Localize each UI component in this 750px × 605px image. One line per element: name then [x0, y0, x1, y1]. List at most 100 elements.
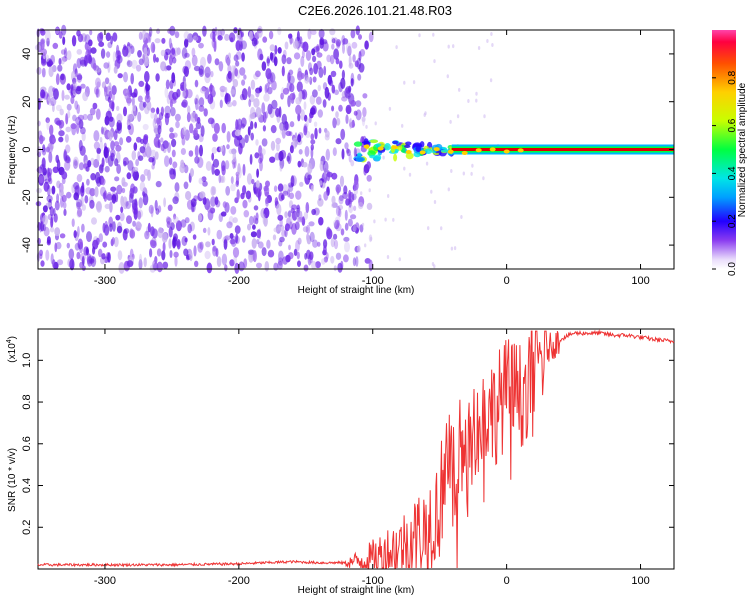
noise-cell	[172, 91, 179, 100]
noise-cell	[110, 35, 113, 45]
noise-cell	[76, 201, 81, 210]
noise-cell	[143, 47, 148, 57]
noise-cell	[125, 88, 130, 101]
noise-cell	[408, 172, 412, 177]
noise-cell	[282, 184, 289, 195]
noise-cell	[331, 38, 336, 44]
noise-cell	[300, 56, 305, 67]
noise-cell	[54, 242, 58, 253]
noise-cell	[387, 194, 390, 198]
noise-cell	[68, 248, 75, 260]
noise-cell	[310, 29, 317, 35]
noise-cell	[304, 74, 310, 84]
noise-cell	[92, 62, 97, 71]
noise-cell	[181, 99, 188, 108]
noise-cell	[418, 33, 421, 38]
noise-cell	[345, 198, 350, 206]
noise-cell	[64, 47, 68, 59]
noise-cell	[56, 259, 64, 266]
noise-cell	[170, 107, 176, 117]
noise-cell	[131, 199, 138, 211]
noise-cell	[236, 30, 241, 41]
noise-cell	[138, 259, 143, 270]
noise-cell	[267, 103, 273, 115]
noise-cell	[91, 217, 97, 225]
spectrogram-x-ticks: -300 -200 -100 0 100	[94, 30, 650, 287]
noise-cell	[247, 223, 251, 231]
snr-frame	[37, 328, 675, 570]
noise-cell	[198, 42, 204, 49]
noise-cell	[447, 187, 450, 192]
noise-cell	[319, 180, 323, 186]
snr-x-ticks: -300 -200 -100 0 100	[94, 329, 650, 587]
noise-cell	[179, 163, 186, 174]
noise-cell	[193, 245, 197, 257]
noise-cell	[315, 96, 322, 105]
noise-cell	[226, 58, 231, 67]
noise-cell	[93, 141, 100, 150]
noise-cell	[55, 73, 60, 86]
noise-cell	[151, 163, 155, 170]
noise-cell	[46, 195, 53, 203]
carrier-blotch	[357, 152, 362, 157]
noise-cell	[210, 196, 216, 207]
noise-cell	[243, 210, 250, 218]
noise-cell	[283, 120, 289, 132]
noise-cell	[252, 224, 256, 230]
noise-cell	[76, 123, 80, 135]
noise-cell	[314, 127, 318, 140]
noise-cell	[204, 250, 211, 260]
noise-cell	[72, 77, 77, 84]
noise-cell	[255, 212, 259, 221]
noise-cell	[104, 165, 110, 173]
noise-cell	[52, 259, 56, 269]
x-tick-label: 0	[504, 575, 510, 587]
noise-cell	[176, 239, 181, 250]
noise-cell	[47, 188, 53, 195]
noise-cell	[239, 93, 245, 101]
noise-cell	[104, 203, 111, 209]
noise-cell	[66, 50, 72, 61]
noise-cell	[73, 82, 78, 90]
noise-cell	[342, 191, 348, 200]
noise-cell	[158, 112, 164, 120]
snr-x-label: Height of straight line (km)	[298, 585, 415, 596]
noise-cell	[79, 261, 83, 269]
noise-cell	[104, 77, 110, 85]
noise-cell	[143, 134, 149, 141]
noise-cell	[347, 45, 352, 57]
noise-cell	[126, 260, 134, 268]
noise-cell	[312, 239, 318, 248]
noise-cell	[331, 172, 338, 180]
carrier-blotch	[370, 139, 378, 144]
spectrogram-y-label: Frequency (Hz)	[7, 116, 18, 185]
noise-cell	[115, 128, 120, 134]
x-tick-label: 100	[631, 275, 649, 287]
noise-cell	[183, 66, 189, 77]
noise-cell	[446, 74, 449, 79]
multiplier-close: )	[7, 336, 18, 339]
noise-cell	[211, 238, 215, 246]
noise-cell	[190, 168, 194, 177]
noise-cell	[175, 121, 180, 129]
noise-cell	[61, 171, 68, 180]
noise-cell	[154, 113, 158, 125]
snr-y-ticks: 0.2 0.4 0.6 0.8 1.0	[21, 353, 674, 535]
noise-cell	[262, 111, 267, 124]
noise-cell	[221, 175, 226, 183]
noise-cell	[87, 113, 93, 121]
carrier-blotch	[404, 144, 411, 148]
noise-cell	[184, 38, 189, 48]
noise-cell	[275, 107, 280, 118]
carrier-blotch	[393, 153, 398, 162]
noise-cell	[131, 150, 137, 161]
noise-cell	[65, 155, 70, 164]
noise-cell	[311, 208, 317, 216]
noise-cell	[297, 113, 301, 122]
noise-cell	[111, 90, 115, 102]
noise-cell	[343, 236, 350, 242]
noise-cell	[150, 111, 155, 119]
noise-cell	[334, 89, 339, 96]
carrier-peak	[433, 147, 440, 152]
